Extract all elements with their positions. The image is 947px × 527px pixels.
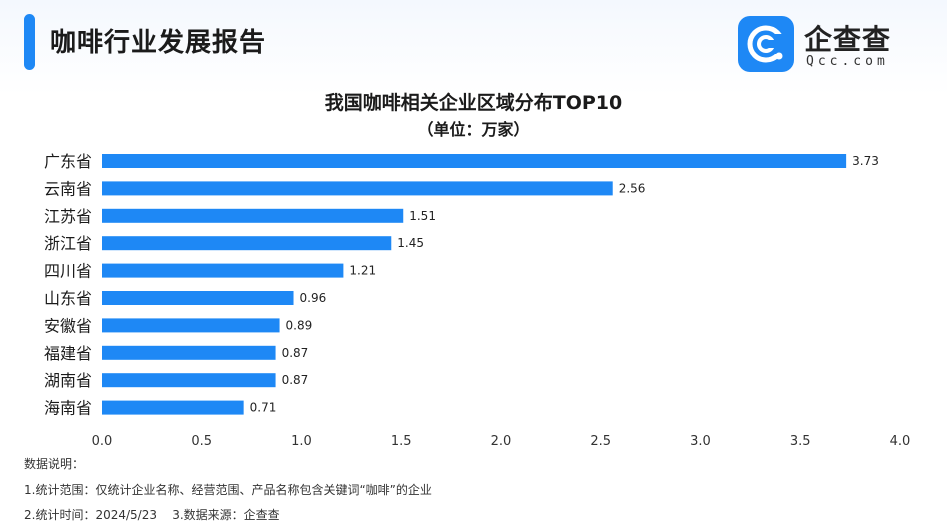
- value-label: 1.51: [409, 209, 436, 223]
- bar: [102, 400, 244, 415]
- x-tick-label: 4.0: [890, 434, 911, 449]
- bar: [102, 181, 613, 196]
- bar-chart: 广东省 3.73 云南省 2.56 江苏省 1.51 浙江省 1.45 四川省 1.21 山东省 0.…: [44, 152, 911, 449]
- category-label: 云南省: [44, 179, 92, 198]
- notes-heading: 数据说明：: [24, 457, 85, 471]
- x-tick-label: 2.0: [491, 434, 512, 449]
- value-label: 2.56: [619, 181, 646, 195]
- logo-domain: Qcc.com: [806, 54, 889, 69]
- bar: [102, 236, 392, 251]
- x-tick-label: 1.0: [291, 434, 312, 449]
- bar: [102, 318, 280, 333]
- bar: [102, 154, 847, 168]
- x-tick-label: 0.0: [92, 434, 113, 449]
- category-label: 四川省: [44, 262, 92, 281]
- category-label: 浙江省: [44, 234, 92, 253]
- category-label: 山东省: [44, 289, 92, 308]
- value-label: 0.87: [282, 373, 309, 387]
- bar: [102, 263, 344, 278]
- notes-time-source: 2.统计时间：2024/5/23 3.数据来源：企查查: [24, 508, 280, 522]
- chart-title: 我国咖啡相关企业区域分布TOP10: [324, 92, 623, 114]
- x-tick-label: 3.5: [790, 434, 811, 449]
- x-tick-label: 0.5: [191, 434, 212, 449]
- page-title: 咖啡行业发展报告: [50, 28, 267, 58]
- category-label: 湖南省: [44, 371, 92, 390]
- value-label: 1.45: [397, 236, 424, 250]
- x-tick-label: 1.5: [391, 434, 412, 449]
- value-label: 0.96: [300, 291, 327, 305]
- category-label: 海南省: [44, 399, 92, 418]
- bar: [102, 208, 404, 223]
- value-label: 3.73: [852, 154, 879, 168]
- category-label: 安徽省: [44, 316, 92, 335]
- category-label: 福建省: [44, 344, 92, 363]
- value-label: 0.89: [286, 318, 313, 332]
- x-tick-label: 3.0: [690, 434, 711, 449]
- bar: [102, 373, 276, 388]
- bar: [102, 345, 276, 360]
- qcc-logo-icon: [738, 16, 794, 72]
- bar: [102, 291, 294, 305]
- category-label: 广东省: [44, 152, 92, 171]
- value-label: 0.71: [250, 401, 277, 415]
- value-label: 0.87: [282, 346, 309, 360]
- chart-subtitle: （单位：万家）: [417, 120, 530, 139]
- qcc-logo: 企查查 Qcc.com: [738, 16, 928, 72]
- notes-scope: 1.统计范围：仅统计企业名称、经营范围、产品名称包含关键词“咖啡”的企业: [24, 483, 432, 497]
- logo-name: 企查查: [804, 23, 892, 56]
- header-accent-bar: [24, 14, 35, 70]
- value-label: 1.21: [349, 264, 376, 278]
- x-tick-label: 2.5: [590, 434, 611, 449]
- category-label: 江苏省: [44, 207, 92, 226]
